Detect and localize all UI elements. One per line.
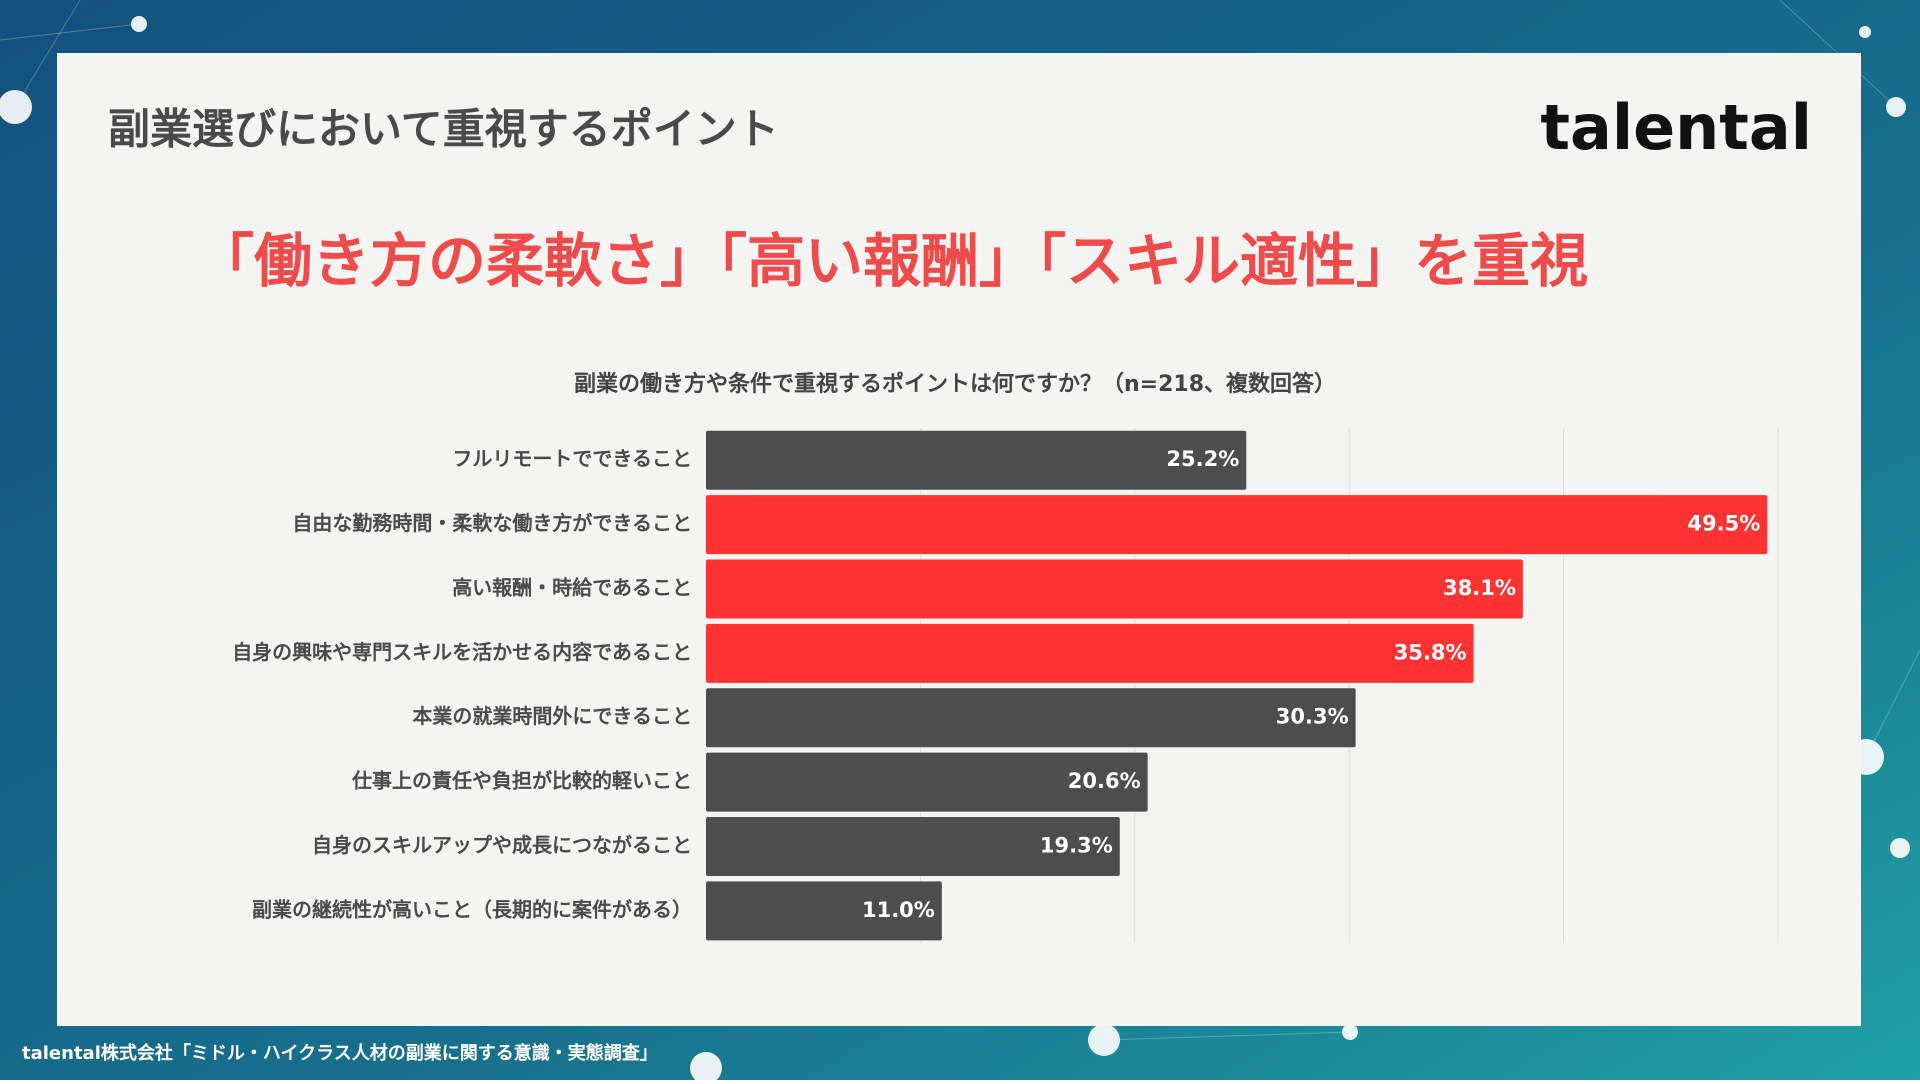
bar [706,688,1356,748]
value-label: 11.0% [862,898,935,922]
value-label: 49.5% [1687,512,1760,536]
value-label: 38.1% [1443,576,1516,600]
category-label: フルリモートでできること [452,447,692,471]
category-label: 本業の就業時間外にできること [412,704,692,728]
chart-title: 副業の働き方や条件で重視するポイントは何ですか？（n=218、複数回答） [574,371,1336,397]
category-label: 自身のスキルアップや成長につながること [312,833,692,857]
bar [706,752,1148,812]
value-label: 25.2% [1166,447,1239,471]
category-label: 自身の興味や専門スキルを活かせる内容であること [232,640,692,664]
category-label: 自由な勤務時間・柔軟な働き方ができること [292,511,692,535]
bar [706,816,1120,876]
logo: talental [1540,91,1812,164]
value-label: 19.3% [1040,833,1113,857]
value-label: 30.3% [1276,705,1349,729]
category-label: 副業の継続性が高いこと（長期的に案件がある） [252,897,692,921]
bar [706,881,942,941]
bar [706,430,1247,490]
value-label: 35.8% [1394,640,1467,664]
plot: フルリモートでできること 25.2% 自由な勤務時間・柔軟な働き方ができること 49.… [232,428,1779,943]
footer: talental株式会社「ミドル・ハイクラス人材の副業に関する意識・実態調査」 [22,1042,658,1064]
bar [706,623,1474,683]
bar [706,495,1768,555]
header-title: 副業選びにおいて重視するポイント [108,105,779,154]
category-label: 高い報酬・時給であること [452,575,692,599]
headline: 「働き方の柔軟さ」「高い報酬」「スキル適性」を重視 [196,227,1588,295]
bar [706,559,1523,619]
value-label: 20.6% [1068,769,1141,793]
category-label: 仕事上の責任や負担が比較的軽いこと [351,769,692,793]
